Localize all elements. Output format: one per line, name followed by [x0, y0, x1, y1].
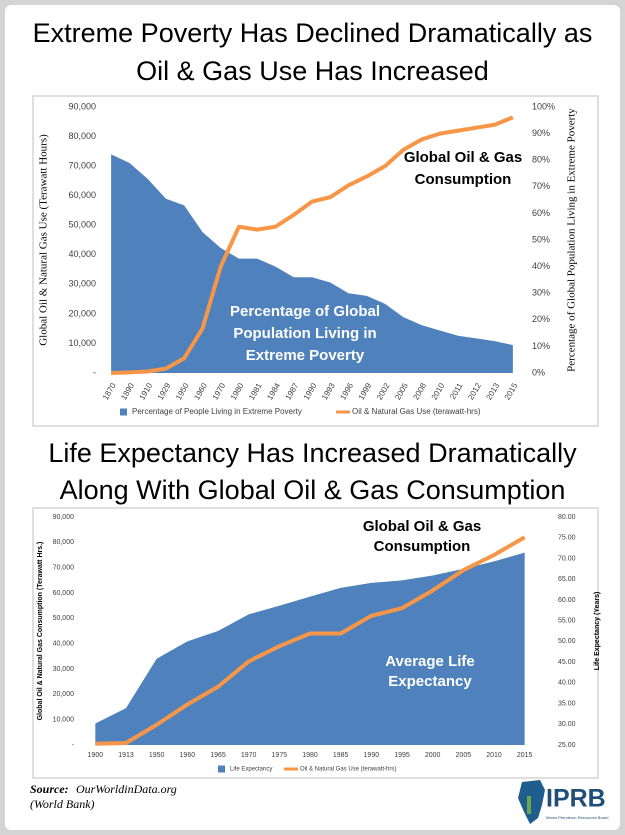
legend-label: Percentage of People Living in Extreme P… [132, 407, 302, 416]
logo-icon [518, 780, 545, 824]
y2-tick-label: 30% [532, 288, 550, 298]
legend-label: Life Expectancy [230, 767, 272, 773]
y-tick-label: 20,000 [68, 308, 96, 318]
y2-axis-title: Percentage of Global Population Living i… [566, 108, 578, 372]
y-tick-label: 50,000 [53, 615, 75, 622]
y-tick-label: 60,000 [68, 190, 96, 200]
annotation: Consumption [374, 538, 471, 555]
y2-tick-label: 60% [532, 208, 550, 218]
y-tick-label: 50,000 [68, 220, 96, 230]
y-tick-label: - [72, 742, 75, 749]
x-tick-label: 1950 [149, 752, 165, 759]
y2-tick-label: 80.00 [558, 514, 576, 521]
y2-tick-label: 25.00 [558, 742, 576, 749]
y2-tick-label: 40% [532, 261, 550, 271]
source-site: OurWorldinData.org [76, 782, 177, 796]
x-tick-label: 2000 [425, 752, 441, 759]
source-label: Source: [30, 782, 69, 796]
y-tick-label: - [93, 367, 96, 377]
y-axis-title: Global Oil & Natural Gas Consumption (Te… [37, 542, 44, 721]
y2-tick-label: 80% [532, 155, 550, 165]
legend-label: Oil & Natural Gas Use (terawatt-hrs) [300, 767, 396, 773]
annotation: Global Oil & Gas [363, 518, 481, 535]
line [95, 535, 526, 746]
y-tick-label: 30,000 [68, 279, 96, 289]
y-tick-label: 10,000 [53, 717, 75, 724]
y2-tick-label: 90% [532, 128, 550, 138]
line [111, 115, 514, 375]
y2-tick-label: 0% [532, 367, 545, 377]
annotation: Population Living in [233, 325, 376, 342]
y-tick-label: 20,000 [53, 691, 75, 698]
legend-swatch [218, 765, 225, 773]
area [111, 154, 513, 373]
x-tick-label: 1995 [394, 752, 410, 759]
legend-swatch [120, 408, 127, 416]
x-tick-label: 1900 [88, 752, 104, 759]
chart-title: Extreme Poverty Has Declined Dramaticall… [33, 18, 593, 48]
annotation: Average Life [385, 653, 474, 670]
y-tick-label: 80,000 [68, 131, 96, 141]
x-tick-label: 1913 [118, 752, 134, 759]
y-tick-label: 70,000 [53, 565, 75, 572]
x-tick-label: 1985 [333, 752, 349, 759]
x-tick-label: 1970 [241, 752, 257, 759]
y-tick-label: 30,000 [53, 666, 75, 673]
y2-tick-label: 30.00 [558, 721, 576, 728]
x-tick-label: 2005 [456, 752, 472, 759]
y2-tick-label: 70% [532, 181, 550, 191]
y2-tick-label: 70.00 [558, 555, 576, 562]
logo-subtitle: Illinois Petroleum Resources Board [546, 815, 608, 820]
y2-tick-label: 55.00 [558, 617, 576, 624]
y2-tick-label: 50.00 [558, 638, 576, 645]
x-tick-label: 2010 [486, 752, 502, 759]
y-tick-label: 40,000 [53, 641, 75, 648]
y-tick-label: 90,000 [68, 101, 96, 111]
y2-tick-label: 40.00 [558, 680, 576, 687]
y-tick-label: 10,000 [68, 338, 96, 348]
y2-tick-label: 50% [532, 234, 550, 244]
chart-title: Oil & Gas Use Has Increased [136, 56, 489, 86]
y2-axis-title: Life Expectancy (Years) [594, 592, 601, 671]
annotation: Consumption [415, 171, 512, 188]
annotation: Expectancy [388, 673, 472, 690]
y-axis-title: Global Oil & Natural Gas Use (Terawatt H… [38, 134, 50, 346]
annotation: Global Oil & Gas [404, 149, 522, 166]
chart-title: Life Expectancy Has Increased Dramatical… [48, 438, 577, 468]
y2-tick-label: 20% [532, 314, 550, 324]
y2-tick-label: 60.00 [558, 597, 576, 604]
x-tick-label: 2015 [517, 752, 533, 759]
x-tick-label: 1965 [210, 752, 226, 759]
x-tick-label: 1975 [272, 752, 288, 759]
y2-tick-label: 35.00 [558, 700, 576, 707]
chart-title: Along With Global Oil & Gas Consumption [60, 475, 566, 505]
y-tick-label: 60,000 [53, 590, 75, 597]
x-tick-label: 1990 [364, 752, 380, 759]
y-tick-label: 40,000 [68, 249, 96, 259]
y2-tick-label: 10% [532, 341, 550, 351]
legend-label: Oil & Natural Gas Use (terawatt-hrs) [352, 407, 481, 416]
x-tick-label: 1960 [180, 752, 196, 759]
x-tick-label: 1980 [302, 752, 318, 759]
y-tick-label: 70,000 [68, 160, 96, 170]
annotation: Percentage of Global [230, 303, 380, 320]
y2-tick-label: 65.00 [558, 576, 576, 583]
y2-tick-label: 75.00 [558, 535, 576, 542]
logo-text: IPRB [546, 785, 606, 813]
source-note: (World Bank) [30, 797, 95, 811]
y-tick-label: 90,000 [53, 514, 75, 521]
y-tick-label: 80,000 [53, 539, 75, 546]
annotation: Extreme Poverty [246, 347, 365, 364]
logo-bar [527, 796, 531, 814]
y2-tick-label: 100% [532, 101, 555, 111]
y2-tick-label: 45.00 [558, 659, 576, 666]
